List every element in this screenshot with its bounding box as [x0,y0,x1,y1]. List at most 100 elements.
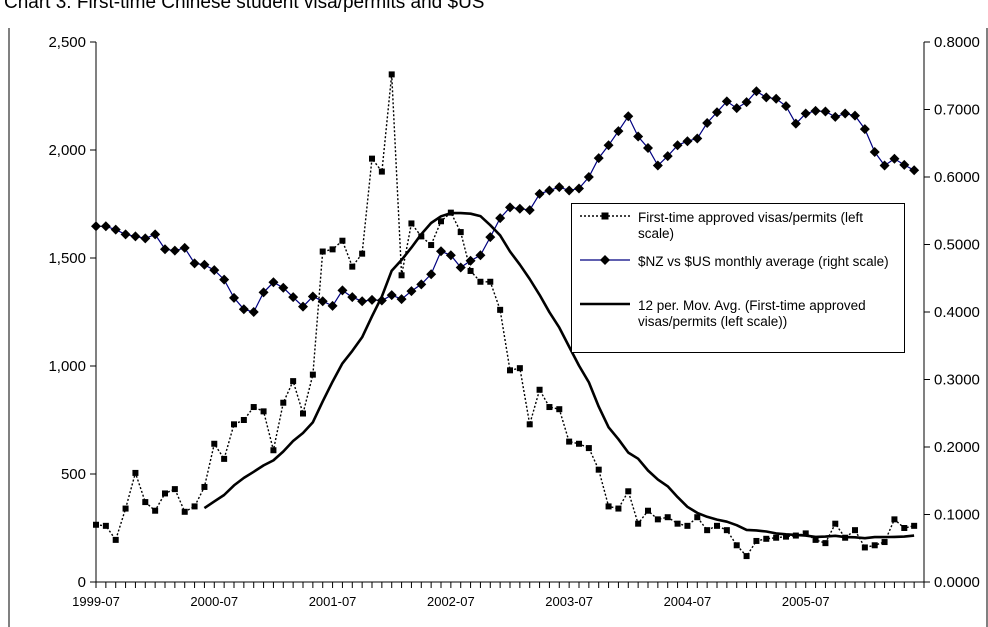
series-exchange-rate-point [110,224,121,235]
x-axis-tick-label: 2005-07 [782,594,830,609]
series-visas-point [102,522,109,529]
series-visas-point [497,306,504,313]
series-exchange-rate-point [524,205,535,216]
series-visas-point [645,507,651,514]
series-exchange-rate-point [712,107,722,118]
series-visas-point [615,505,622,512]
series-exchange-rate-point [91,221,101,232]
series-visas-point [901,525,908,531]
series-visas-point [714,522,720,529]
series-visas-point [398,272,405,279]
series-exchange-rate-point [633,131,644,142]
right-axis-tick-label: 0.8000 [934,34,980,51]
series-exchange-rate-point [781,101,791,112]
series-visas-point [546,404,553,411]
series-visas-point [231,421,237,428]
series-visas-point [378,168,385,175]
series-exchange-rate-point [268,277,279,288]
series-visas-point [290,378,297,385]
series-visas-point [319,248,326,255]
series-exchange-rate-point [396,294,407,305]
series-exchange-rate-point [761,92,772,103]
series-exchange-rate-point [692,133,703,144]
series-visas-point [832,520,839,527]
series-visas-point [694,514,701,521]
series-exchange-rate-point [800,108,811,119]
series-visas-point [674,520,681,527]
series-visas-point [595,466,602,473]
series-exchange-rate-point [682,136,693,147]
series-exchange-rate-point [721,96,732,107]
series-exchange-rate-point [386,290,397,301]
series-exchange-rate-point [889,153,900,164]
series-visas-point [891,516,898,523]
series-visas-point [871,542,878,549]
legend-entry-exchange-rate: $NZ vs $US monthly average (right scale) [572,252,906,296]
series-exchange-rate-point [238,304,249,315]
x-axis-tick-label: 2000-07 [190,594,238,609]
series-moving-average-line [203,211,915,540]
chart-title: Chart 3: First-time Chinese student visa… [4,0,485,13]
series-visas-point [812,536,819,543]
series-visas-point [743,553,750,560]
series-visas-point [428,242,435,249]
series-exchange-rate-point [465,255,476,266]
series-exchange-rate-point [731,103,742,114]
series-exchange-rate-point [672,140,683,151]
series-exchange-rate-point [140,233,151,244]
series-visas-point [309,371,316,378]
series-visas-point [536,386,543,393]
series-visas-point [438,218,444,225]
series-exchange-rate-point [850,110,860,121]
series-exchange-rate-point [879,160,890,171]
series-visas-point [576,440,582,447]
series-visas-point [507,367,513,374]
legend-swatch-visas [580,212,630,220]
series-visas-point [773,534,780,541]
series-visas-point [605,503,612,510]
series-exchange-rate-point [179,242,190,253]
right-axis-tick-label: 0.3000 [934,372,980,389]
left-axis-tick-label: 1,000 [48,358,86,375]
x-axis-tick-label: 2002-07 [427,594,475,609]
series-visas-point [260,408,267,415]
series-visas-point [280,399,287,406]
series-exchange-rate-point [426,269,437,280]
series-exchange-rate-point [367,294,377,305]
series-exchange-rate-point [189,258,200,269]
series-visas-point [822,540,829,547]
series-visas-point [881,539,888,546]
series-exchange-rate-point [278,282,289,293]
series-visas-point [487,278,494,285]
right-axis-tick-label: 0.2000 [934,439,980,456]
series-visas-point [467,267,474,274]
series-exchange-rate-point [909,165,920,176]
series-exchange-rate-point [248,307,259,317]
right-axis-tick-label: 0.6000 [934,169,980,186]
right-axis-tick-label: 0.1000 [934,507,980,524]
series-visas-point [516,365,523,372]
series-visas-point [300,410,306,417]
series-exchange-rate-point [820,106,831,117]
series-exchange-rate-point [652,160,663,171]
series-exchange-rate-point [130,231,141,242]
series-visas-point [250,404,257,411]
series-visas-point [408,220,415,227]
series-exchange-rate-point [445,250,456,261]
legend-entry-visas: First-time approved visas/permits (left … [572,208,906,252]
series-exchange-rate-point [643,142,653,153]
x-axis-tick-label: 1999-07 [72,594,120,609]
legend-label-exchange-rate: $NZ vs $US monthly average (right scale) [638,254,889,269]
series-visas-point [349,263,356,270]
series-visas-point [733,542,740,549]
series-visas-point [211,440,218,447]
series-exchange-rate-point [623,111,634,122]
series-visas-point [201,483,208,490]
series-exchange-rate-point [603,140,614,151]
series-exchange-rate-point [357,296,368,307]
series-visas-point [704,527,711,534]
series-exchange-rate-point [534,188,545,199]
series-exchange-rate-point [337,285,348,296]
